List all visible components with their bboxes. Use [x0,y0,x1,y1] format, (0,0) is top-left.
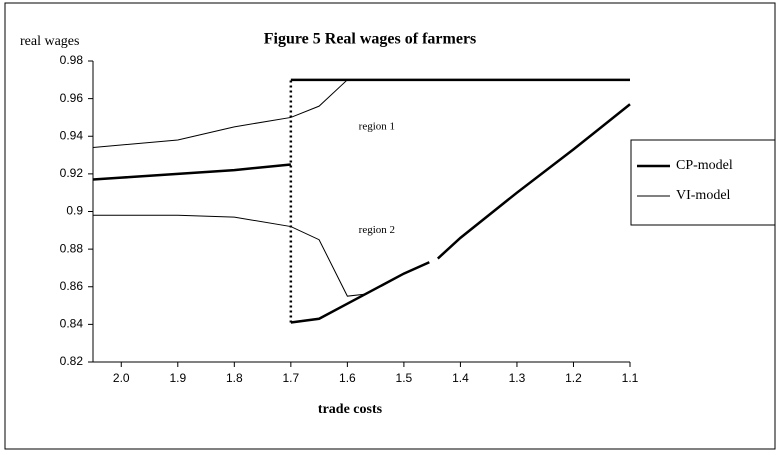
y-tick-label: 0.86 [60,279,84,293]
x-tick-label: 1.8 [226,371,243,385]
y-tick-label: 0.84 [60,317,84,331]
x-tick-label: 1.2 [565,371,582,385]
y-tick-label: 0.88 [60,241,84,255]
series-line [290,261,430,324]
y-tick-label: 0.94 [60,128,84,142]
legend-label: VI-model [676,188,731,203]
x-tick-label: 1.1 [622,371,639,385]
x-axis-label: trade costs [318,402,383,417]
x-tick-label: 1.7 [282,371,299,385]
x-tick-label: 1.6 [339,371,356,385]
y-axis-label: real wages [20,34,79,49]
y-tick-label: 0.96 [60,91,84,105]
chart-title: Figure 5 Real wages of farmers [264,31,477,48]
annotation: region 1 [359,120,395,132]
x-tick-label: 1.9 [169,371,186,385]
x-tick-label: 2.0 [113,371,130,385]
y-tick-label: 0.9 [66,204,83,218]
chart-border [4,2,776,450]
series-line [436,103,631,260]
x-tick-label: 1.3 [509,371,526,385]
x-tick-label: 1.4 [452,371,469,385]
y-tick-label: 0.98 [60,53,84,67]
y-tick-label: 0.82 [60,354,84,368]
legend-label: CP-model [676,158,733,173]
legend-box [630,139,776,226]
series-line [92,163,291,181]
annotation: region 2 [359,224,395,236]
series-line [92,79,348,149]
y-tick-label: 0.92 [60,166,84,180]
x-tick-label: 1.5 [396,371,413,385]
